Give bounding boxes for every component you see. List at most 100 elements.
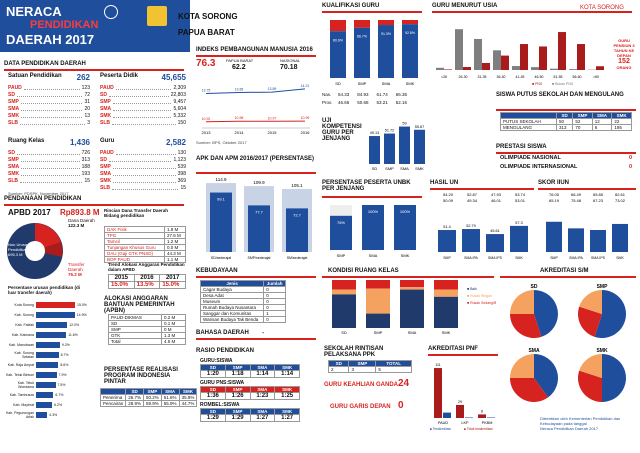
apk-label: 109.9 bbox=[253, 180, 265, 185]
kual-prov: Prov. 46.66 50.68 53.21 52.16 bbox=[322, 100, 408, 105]
skor-chart: 76.05 66.49 65.85 82.61 65.19 75.48 67.23 73.02… bbox=[546, 192, 628, 260]
pnf-title: AKREDITASI PNF bbox=[428, 346, 478, 352]
table-row: 1:36 1:26 1:23 1:25 bbox=[200, 392, 300, 400]
ipm-label: 14.21 bbox=[301, 84, 310, 88]
prestasi-row: OLIMPIADE NASIONAL 0 bbox=[500, 155, 632, 161]
stat-row: SMP 313 bbox=[8, 157, 90, 163]
persen-bar bbox=[36, 382, 56, 388]
kual-nas: Nas. 54.33 84.93 61.74 66.36 bbox=[322, 92, 408, 97]
skor-bar bbox=[590, 230, 606, 252]
dana-daerah: Dana Daerah 122.3 M bbox=[68, 218, 95, 228]
persen-row: Kab. Raja Ampat 8.6% bbox=[7, 362, 69, 368]
persen-row: Kota Sorong 15.0% bbox=[14, 302, 87, 308]
table-cell: 1:14 bbox=[249, 370, 276, 378]
kual-bar-no bbox=[402, 20, 418, 25]
usia-bar-non bbox=[569, 69, 577, 70]
apm-bar bbox=[286, 208, 308, 252]
kondisi-rb bbox=[332, 280, 356, 290]
kondisi-title: KONDISI RUANG KELAS bbox=[328, 268, 399, 274]
table-row: 1:20 1:18 1:14 1:14 bbox=[200, 370, 300, 378]
table-cell: 35.8% bbox=[178, 394, 198, 401]
uji-bar bbox=[369, 136, 380, 164]
skor-cat: SMP bbox=[550, 256, 558, 260]
stat-row: PAUD 123 bbox=[8, 85, 90, 91]
hasil-kab: 54.20 bbox=[443, 192, 454, 197]
rasio-title: RASIO PENDIDIKAN bbox=[196, 348, 255, 354]
table-cell: 2 bbox=[327, 366, 350, 373]
usia-cat: <26 bbox=[441, 75, 447, 79]
table-cell: Tunjangan Khusus Guru bbox=[104, 244, 165, 251]
akreditasi-label: SD bbox=[531, 284, 538, 290]
kondisi-cat: SMA bbox=[408, 330, 417, 335]
usia-cat: 51-55 bbox=[554, 75, 563, 79]
kual-value: 52.16 bbox=[395, 100, 408, 105]
kondisi-rb bbox=[434, 280, 458, 290]
apm-label: 77.7 bbox=[255, 209, 264, 214]
realisasi-table: SD SMP SMA SMK Penerima 26.7% 50.2% 51.6% 35.8% P… bbox=[99, 388, 198, 407]
table-cell: 0 bbox=[263, 316, 286, 323]
table-header: Jumlah bbox=[263, 280, 286, 287]
kual-value: 66.36 bbox=[395, 92, 408, 97]
table-row: Tunjangan Khusus Guru 0.0 M bbox=[104, 244, 186, 251]
skor-prov: 67.23 bbox=[593, 198, 604, 203]
stat-row: SMA 20 bbox=[8, 106, 90, 112]
pnf-legend: ■ Tidak terakreditasi bbox=[464, 427, 493, 431]
kual-bar-s1 bbox=[330, 31, 346, 79]
hasil-prov: 53.01 bbox=[515, 198, 526, 203]
ipm-rls-line bbox=[205, 120, 306, 123]
apm-label: 99.1 bbox=[217, 197, 226, 202]
skor-prov: 65.19 bbox=[549, 198, 560, 203]
kual-bar-s1 bbox=[378, 25, 394, 79]
ipm-year: 2015 bbox=[268, 130, 278, 135]
uji-label: 55.67 bbox=[415, 125, 425, 129]
kondisi-rr bbox=[400, 287, 424, 290]
akreditasi-slice bbox=[510, 378, 549, 402]
table-cell: 1:29 bbox=[224, 414, 251, 422]
tutwuri-logo bbox=[104, 5, 118, 19]
akreditasi-slice bbox=[578, 306, 602, 337]
persen-title: Persentase urusan pendidikan (di luar tr… bbox=[8, 285, 81, 295]
persen-bar bbox=[36, 312, 75, 318]
bahasa-value: - bbox=[262, 330, 265, 337]
usia-bar-non bbox=[512, 66, 520, 70]
hasil-cat: SMA IPS bbox=[488, 256, 503, 260]
pnf-bar-akr bbox=[465, 417, 473, 418]
pnf-label: 111 bbox=[435, 363, 440, 367]
skor-prov: 75.48 bbox=[571, 198, 582, 203]
kual-value: 61.74 bbox=[376, 92, 388, 97]
keahlian-value: 24 bbox=[398, 378, 410, 389]
pnf-label: 8 bbox=[481, 409, 483, 413]
garis-value: 0 bbox=[398, 400, 404, 411]
rincian-table: DAK Fisik 1.9 M TPG 27.6 M Tamsil 1.2 M Tunjan… bbox=[104, 226, 186, 263]
peserta-block: Peserta Didik 45,655 PAUD 2,309 SD 22,803 SMP… bbox=[100, 73, 186, 126]
table-cell: 15.0% bbox=[159, 281, 186, 289]
skor-prov: 73.02 bbox=[615, 198, 626, 203]
pnf-bar-not bbox=[456, 404, 464, 418]
hasil-bar bbox=[486, 234, 504, 252]
apk-cat: SM/sederajat bbox=[287, 256, 308, 260]
unbk-bar bbox=[394, 205, 416, 250]
usia-cat: 26-30 bbox=[459, 75, 468, 79]
kual-bar-no bbox=[378, 20, 394, 26]
table-cell: 1:36 bbox=[200, 392, 226, 400]
apbd-value: Rp893.8 M bbox=[60, 208, 100, 217]
table-cell: Warisan Budaya Tak Benda bbox=[199, 316, 265, 323]
pnf-chart: 111 PAUD 29 LKP 8 PKBM ■ Terakreditasi ■ Tidak … bbox=[430, 363, 495, 431]
prestasi-row: OLIMPIADE INTERNASIONAL 0 bbox=[500, 164, 632, 170]
table-cell: 1:20 bbox=[200, 370, 226, 378]
table-row: Total 4.5 M bbox=[108, 338, 186, 345]
persen-chart: Kota Sorong 15.0% Kab. Sorong 14.9% Kab. Fak… bbox=[4, 300, 94, 430]
footer-note: Diterbitkan oleh Kementerian Pendidikan … bbox=[540, 416, 621, 431]
usia-bar-pns bbox=[482, 62, 490, 70]
kondisi-cat: SMK bbox=[442, 330, 451, 335]
unbk-label: 100% bbox=[368, 209, 379, 214]
uji-title: UJI KOMPETENSI GURU PER JENJANG bbox=[322, 118, 362, 142]
usia-legend: ■ Bukan PNS bbox=[552, 82, 574, 86]
apbd-label: APBD 2017 bbox=[8, 208, 51, 217]
persen-row: Kab. Kaimana 11.6% bbox=[12, 332, 78, 338]
kondisi-legend: ■ Rusak Sedang/Berat bbox=[467, 301, 496, 305]
pnf-bar-not bbox=[478, 414, 486, 418]
uji-label: 59 bbox=[402, 122, 406, 126]
region-1: KOTA SORONG bbox=[178, 12, 238, 21]
